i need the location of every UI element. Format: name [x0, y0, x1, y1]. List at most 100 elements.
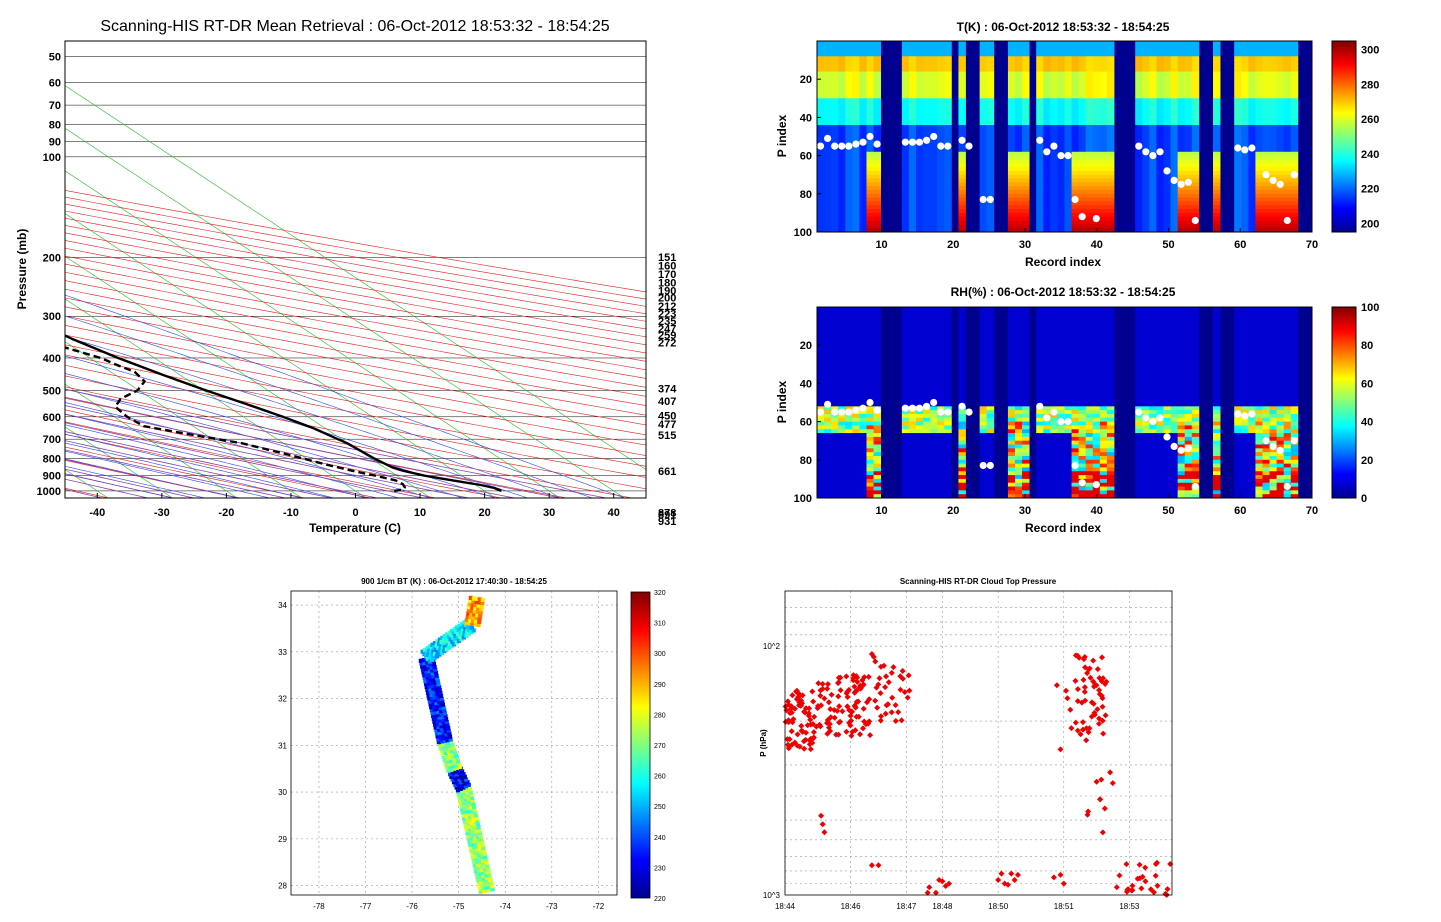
rh-cell [1213, 368, 1221, 373]
rh-cell [916, 314, 924, 319]
rh-cell [1142, 463, 1150, 468]
tk-cell [824, 75, 832, 80]
tk-cell [901, 193, 910, 199]
rh-cell [1085, 337, 1094, 342]
tk-cell [916, 228, 924, 233]
rh-cell [1135, 352, 1143, 358]
tk-cell [1015, 193, 1023, 199]
rh-cell [1050, 490, 1058, 495]
tk-cell [1262, 186, 1270, 191]
rh-cell [916, 337, 924, 342]
tk-cell [831, 136, 839, 141]
tk-cell [979, 178, 988, 183]
tk-cell [1290, 113, 1299, 118]
tk-cell [1050, 113, 1058, 118]
tk-cell [859, 90, 867, 95]
rh-cell [852, 448, 860, 453]
rh-cell [1099, 368, 1108, 373]
rh-cell [831, 486, 839, 491]
tk-cell [852, 41, 860, 46]
tk-cell [852, 71, 860, 76]
rh-cell [1043, 341, 1051, 346]
rh-cell [1142, 475, 1150, 480]
tk-cell [1057, 132, 1065, 137]
rh-cell [937, 383, 945, 388]
tk-cell [1085, 113, 1094, 118]
tk-cell [866, 212, 874, 218]
rh-cell [817, 371, 825, 377]
rh-cell [986, 329, 995, 335]
rh-cell [1092, 440, 1101, 445]
tk-cell [1276, 189, 1285, 195]
tk-cell [944, 189, 952, 195]
rh-cell [1170, 383, 1179, 388]
rh-cell [1149, 333, 1157, 338]
rh-cell [845, 486, 853, 491]
tk-cell [986, 125, 995, 130]
rh-cell [1184, 421, 1193, 426]
tk-cell [1234, 205, 1242, 210]
tk-cell [1177, 67, 1186, 72]
tk-cell [1022, 67, 1030, 72]
tk-y-tick-label: 60 [800, 151, 812, 163]
rh-cell [838, 459, 846, 465]
rh-cell [1156, 463, 1164, 468]
tk-cell [986, 67, 995, 72]
tk-cell [845, 136, 853, 141]
rh-cell [831, 375, 839, 380]
tk-cell [1255, 102, 1263, 107]
tk-cell [852, 159, 860, 164]
tk-cell [908, 205, 917, 210]
tk-cell [1099, 186, 1108, 191]
rh-cell [958, 383, 966, 388]
tk-cell [1170, 102, 1179, 107]
tk-cell [944, 86, 952, 92]
rh-cell [824, 364, 832, 369]
rh-cell [831, 368, 839, 373]
tk-cell [859, 216, 867, 221]
tk-cell [1184, 186, 1193, 191]
tk-cell [873, 90, 882, 95]
tk-cell [944, 125, 952, 130]
tk-cell [824, 79, 832, 84]
rh-cell [817, 379, 825, 384]
rh-cell [873, 322, 882, 327]
rh-cell [986, 318, 995, 323]
tk-cell [1255, 52, 1263, 57]
rh-cell [1092, 402, 1101, 407]
tk-cell [1213, 193, 1221, 199]
tk-cell [1184, 90, 1193, 95]
tk-cell [1057, 105, 1065, 111]
tk-cell [1234, 167, 1242, 172]
rh-cell [838, 471, 846, 476]
tk-cell [1078, 105, 1087, 111]
tk-cell [845, 147, 853, 153]
rh-cell [1015, 322, 1023, 327]
rh-cell [916, 417, 924, 422]
tk-cell [1255, 83, 1263, 88]
tk-cell [1007, 71, 1016, 76]
tk-cell [1064, 117, 1072, 122]
tk-cell [852, 86, 860, 92]
tk-cell [1276, 155, 1285, 160]
tk-cell [944, 193, 952, 199]
tk-cell [1015, 71, 1023, 76]
tk-cell [958, 216, 966, 221]
tk-cell [1283, 98, 1292, 103]
rh-cell [859, 444, 867, 449]
tk-cell [1234, 75, 1242, 80]
rh-cell [824, 463, 832, 468]
tk-cell [1276, 216, 1285, 221]
rh-cell [1071, 326, 1080, 331]
skewt-dry-adiabat [65, 409, 502, 498]
rh-cell [1156, 307, 1164, 312]
rh-cell [1099, 398, 1108, 403]
rh-cell [1085, 391, 1094, 396]
rh-cell [1050, 398, 1058, 403]
tk-cell [1191, 224, 1200, 229]
tk-cloud-top-marker [1043, 148, 1051, 156]
tk-cell [824, 201, 832, 206]
tk-cloud-top-marker [1262, 171, 1270, 179]
rh-cell [859, 482, 867, 487]
rh-cell [958, 440, 966, 445]
